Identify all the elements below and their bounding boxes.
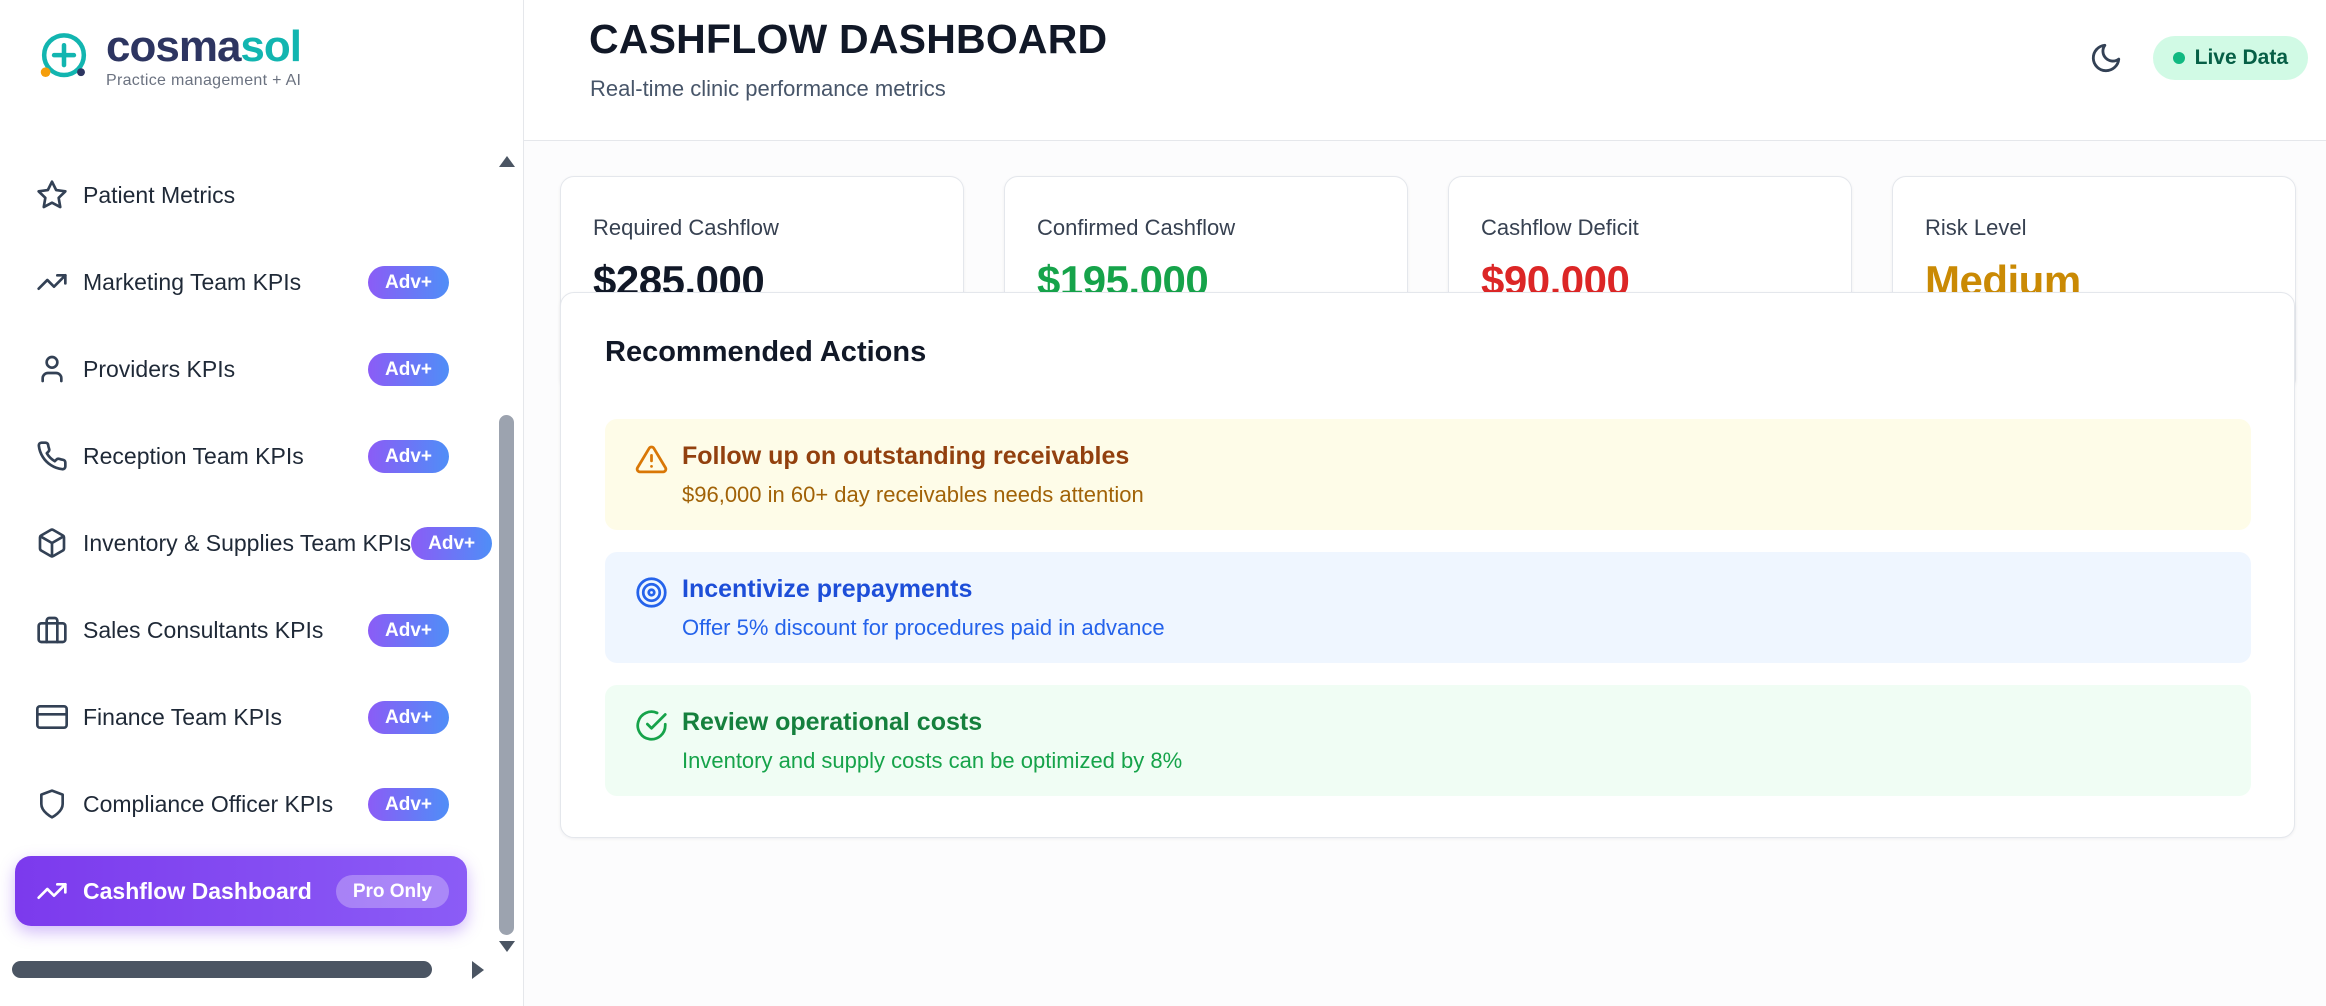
sidebar-item-reception-kpis[interactable]: Reception Team KPIs Adv+ bbox=[15, 421, 467, 491]
target-icon bbox=[635, 576, 668, 609]
brand-tagline: Practice management + AI bbox=[106, 72, 302, 90]
horizontal-scrollbar-thumb[interactable] bbox=[12, 961, 432, 978]
scroll-right-arrow-icon[interactable] bbox=[472, 961, 484, 979]
warning-triangle-icon bbox=[635, 443, 668, 476]
recommended-actions-card: Recommended Actions Follow up on outstan… bbox=[560, 292, 2295, 838]
live-data-badge: Live Data bbox=[2152, 36, 2308, 80]
check-circle-icon bbox=[635, 709, 668, 742]
brand-name: cosmasol bbox=[106, 22, 302, 71]
action-detail: Inventory and supply costs can be optimi… bbox=[682, 748, 1183, 773]
sidebar-item-compliance-kpis[interactable]: Compliance Officer KPIs Adv+ bbox=[15, 769, 467, 839]
briefcase-icon bbox=[36, 614, 68, 646]
pro-only-badge: Pro Only bbox=[335, 874, 449, 908]
logo-text: cosmasol Practice management + AI bbox=[106, 22, 302, 90]
sidebar-item-label: Compliance Officer KPIs bbox=[83, 790, 334, 817]
action-text: Review operational costs Inventory and s… bbox=[682, 707, 1182, 774]
package-icon bbox=[36, 527, 68, 559]
metric-label: Required Cashflow bbox=[593, 215, 779, 240]
adv-badge: Adv+ bbox=[368, 265, 449, 299]
sidebar-item-marketing-kpis[interactable]: Marketing Team KPIs Adv+ bbox=[15, 247, 467, 317]
sidebar-item-label: Providers KPIs bbox=[83, 355, 236, 382]
sidebar-item-label: Finance Team KPIs bbox=[83, 703, 283, 730]
sidebar-item-providers-kpis[interactable]: Providers KPIs Adv+ bbox=[15, 334, 467, 404]
phone-icon bbox=[36, 440, 68, 472]
sidebar-item-label: Marketing Team KPIs bbox=[83, 268, 302, 295]
star-icon bbox=[36, 179, 68, 211]
sidebar-item-label: Patient Metrics bbox=[83, 181, 236, 208]
action-title: Follow up on outstanding receivables bbox=[682, 442, 1130, 470]
adv-badge: Adv+ bbox=[411, 526, 493, 560]
shield-icon bbox=[36, 788, 68, 820]
dark-mode-toggle[interactable] bbox=[2089, 40, 2125, 76]
sidebar-item-sales-kpis[interactable]: Sales Consultants KPIs Adv+ bbox=[15, 595, 467, 665]
moon-icon bbox=[2089, 41, 2125, 75]
vertical-scrollbar-thumb[interactable] bbox=[499, 415, 514, 935]
recommended-actions-title: Recommended Actions bbox=[605, 336, 927, 368]
sidebar-vertical-scrollbar[interactable] bbox=[494, 148, 520, 960]
user-icon bbox=[36, 353, 68, 385]
sidebar-item-finance-kpis[interactable]: Finance Team KPIs Adv+ bbox=[15, 682, 467, 752]
action-item-operational-costs: Review operational costs Inventory and s… bbox=[605, 685, 2251, 796]
adv-badge: Adv+ bbox=[368, 439, 449, 473]
action-title: Incentivize prepayments bbox=[682, 575, 973, 603]
credit-card-icon bbox=[36, 701, 68, 733]
scroll-up-arrow-icon[interactable] bbox=[499, 156, 515, 167]
action-title: Review operational costs bbox=[682, 708, 983, 736]
action-text: Follow up on outstanding receivables $96… bbox=[682, 441, 1144, 508]
action-detail: Offer 5% discount for procedures paid in… bbox=[682, 615, 1165, 640]
adv-badge: Adv+ bbox=[368, 352, 449, 386]
metric-label: Confirmed Cashflow bbox=[1037, 215, 1236, 240]
page-title: CASHFLOW DASHBOARD bbox=[589, 16, 1108, 62]
sidebar-item-cashflow-dashboard[interactable]: Cashflow Dashboard Pro Only bbox=[15, 856, 467, 926]
main-content: CASHFLOW DASHBOARD Real-time clinic perf… bbox=[524, 0, 2326, 1006]
trending-up-icon bbox=[36, 875, 68, 907]
live-dot-icon bbox=[2172, 52, 2185, 64]
metric-label: Cashflow Deficit bbox=[1481, 215, 1639, 240]
action-item-prepayments: Incentivize prepayments Offer 5% discoun… bbox=[605, 552, 2251, 663]
sidebar-nav: Patient Metrics Marketing Team KPIs Adv+… bbox=[0, 160, 523, 943]
page-header: CASHFLOW DASHBOARD Real-time clinic perf… bbox=[524, 0, 2326, 141]
sidebar-item-patient-metrics[interactable]: Patient Metrics bbox=[15, 160, 467, 230]
action-list: Follow up on outstanding receivables $96… bbox=[605, 419, 2251, 796]
metric-label: Risk Level bbox=[1925, 215, 2027, 240]
adv-badge: Adv+ bbox=[368, 700, 449, 734]
action-item-receivables: Follow up on outstanding receivables $96… bbox=[605, 419, 2251, 530]
sidebar: cosmasol Practice management + AI Patien… bbox=[0, 0, 524, 1006]
action-detail: $96,000 in 60+ day receivables needs att… bbox=[682, 482, 1144, 507]
header-actions: Live Data bbox=[2089, 36, 2308, 80]
action-text: Incentivize prepayments Offer 5% discoun… bbox=[682, 574, 1165, 641]
adv-badge: Adv+ bbox=[368, 787, 449, 821]
trending-up-icon bbox=[36, 266, 68, 298]
sidebar-item-label: Reception Team KPIs bbox=[83, 442, 304, 469]
sidebar-item-inventory-kpis[interactable]: Inventory & Supplies Team KPIs Adv+ bbox=[15, 508, 493, 578]
sidebar-item-label: Inventory & Supplies Team KPIs bbox=[83, 529, 412, 556]
logo: cosmasol Practice management + AI bbox=[30, 22, 302, 92]
scroll-down-arrow-icon[interactable] bbox=[499, 941, 515, 952]
sidebar-item-label: Cashflow Dashboard bbox=[83, 877, 312, 904]
logo-icon bbox=[30, 24, 98, 92]
sidebar-item-label: Sales Consultants KPIs bbox=[83, 616, 324, 643]
live-data-label: Live Data bbox=[2194, 46, 2288, 69]
adv-badge: Adv+ bbox=[368, 613, 449, 647]
page-subtitle: Real-time clinic performance metrics bbox=[590, 76, 946, 101]
